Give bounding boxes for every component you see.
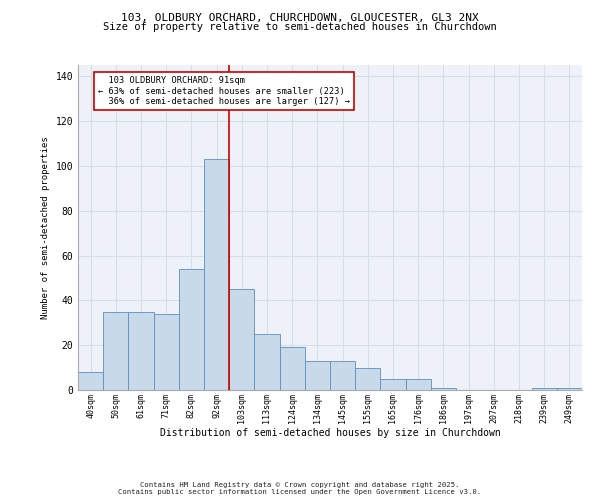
Text: Contains HM Land Registry data © Crown copyright and database right 2025.: Contains HM Land Registry data © Crown c… [140, 482, 460, 488]
Bar [330, 361, 355, 390]
Text: 103, OLDBURY ORCHARD, CHURCHDOWN, GLOUCESTER, GL3 2NX: 103, OLDBURY ORCHARD, CHURCHDOWN, GLOUCE… [121, 12, 479, 22]
Bar [557, 388, 582, 390]
Bar [305, 361, 330, 390]
Text: Size of property relative to semi-detached houses in Churchdown: Size of property relative to semi-detach… [103, 22, 497, 32]
Bar [154, 314, 179, 390]
Bar [103, 312, 128, 390]
Bar [229, 289, 254, 390]
Bar [380, 379, 406, 390]
Bar [128, 312, 154, 390]
X-axis label: Distribution of semi-detached houses by size in Churchdown: Distribution of semi-detached houses by … [160, 428, 500, 438]
Bar [532, 388, 557, 390]
Text: Contains public sector information licensed under the Open Government Licence v3: Contains public sector information licen… [118, 489, 482, 495]
Bar [204, 159, 229, 390]
Bar [179, 269, 204, 390]
Bar [355, 368, 380, 390]
Bar [431, 388, 456, 390]
Y-axis label: Number of semi-detached properties: Number of semi-detached properties [41, 136, 50, 319]
Bar [78, 372, 103, 390]
Bar [406, 379, 431, 390]
Bar [280, 348, 305, 390]
Bar [254, 334, 280, 390]
Text: 103 OLDBURY ORCHARD: 91sqm
← 63% of semi-detached houses are smaller (223)
  36%: 103 OLDBURY ORCHARD: 91sqm ← 63% of semi… [98, 76, 350, 106]
